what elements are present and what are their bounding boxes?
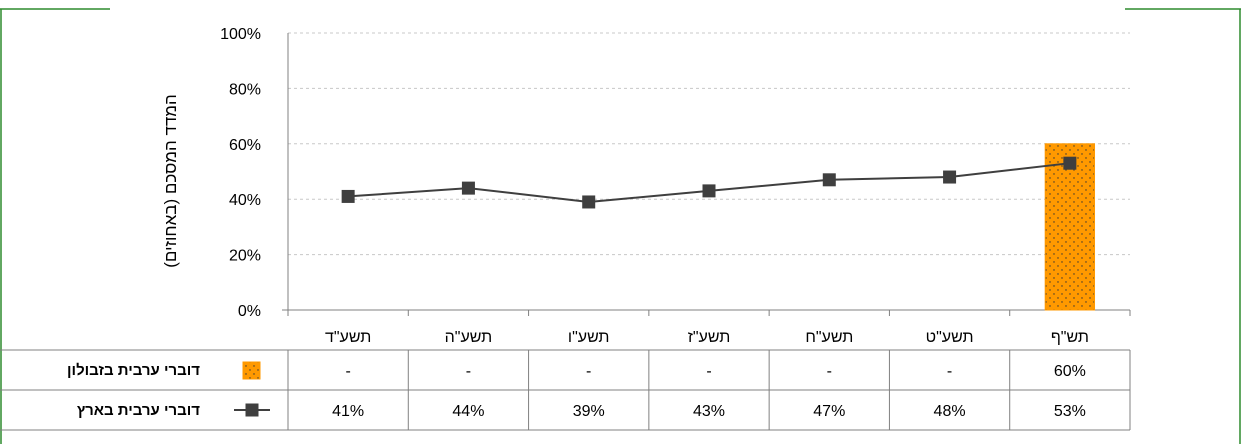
data-label: 43% [693, 403, 725, 420]
bar [1044, 143, 1096, 311]
y-axis-label: המדד המסכם (באחוזים) [161, 94, 180, 268]
data-label: 53% [1054, 403, 1086, 420]
data-label: - [947, 363, 952, 380]
y-tick-label: 80% [229, 81, 261, 98]
y-tick-label: 40% [229, 192, 261, 209]
data-label: - [706, 363, 711, 380]
category-label: תשע"ו [568, 329, 610, 346]
data-label: - [466, 363, 471, 380]
category-label: תשע"ז [688, 329, 731, 346]
bar-series [1044, 143, 1096, 311]
data-label: - [345, 363, 350, 380]
data-label: - [827, 363, 832, 380]
data-label: 44% [452, 403, 484, 420]
chart-frame [0, 8, 1241, 444]
category-label: תשע"ד [325, 329, 371, 346]
data-label: 41% [332, 403, 364, 420]
category-label: תש"ף [1051, 329, 1089, 346]
data-point [702, 184, 716, 198]
legend-key-marker [245, 403, 259, 417]
data-label: 60% [1054, 363, 1086, 380]
category-label: תשע"ח [805, 329, 853, 346]
category-label: תשע"ה [445, 329, 493, 346]
data-label: 47% [813, 403, 845, 420]
legend-entry: דוברי ערבית בארץ [77, 402, 200, 419]
legend-entry: דוברי ערבית בזבולון [67, 362, 200, 379]
data-point [822, 173, 836, 187]
data-label: 48% [934, 403, 966, 420]
data-point [943, 170, 957, 184]
y-tick-label: 20% [229, 248, 261, 265]
data-label: - [586, 363, 591, 380]
y-tick-label: 100% [220, 26, 261, 43]
legend-key [242, 361, 261, 380]
category-label: תשע"ט [926, 329, 974, 346]
data-label: 39% [573, 403, 605, 420]
y-axis-ticks: 0% 20% 40% 60% 80% 100% [220, 26, 261, 320]
data-table: תשע"ד תשע"ה תשע"ו תשע"ז תשע"ח תשע"ט תש"ף - - - - - -… [0, 329, 1131, 431]
y-tick-label: 0% [238, 303, 261, 320]
line-series [341, 156, 1077, 209]
data-point [341, 189, 355, 203]
data-point [582, 195, 596, 209]
gridlines [282, 32, 1131, 316]
y-tick-label: 60% [229, 137, 261, 154]
data-point [1063, 156, 1077, 170]
data-point [461, 181, 475, 195]
